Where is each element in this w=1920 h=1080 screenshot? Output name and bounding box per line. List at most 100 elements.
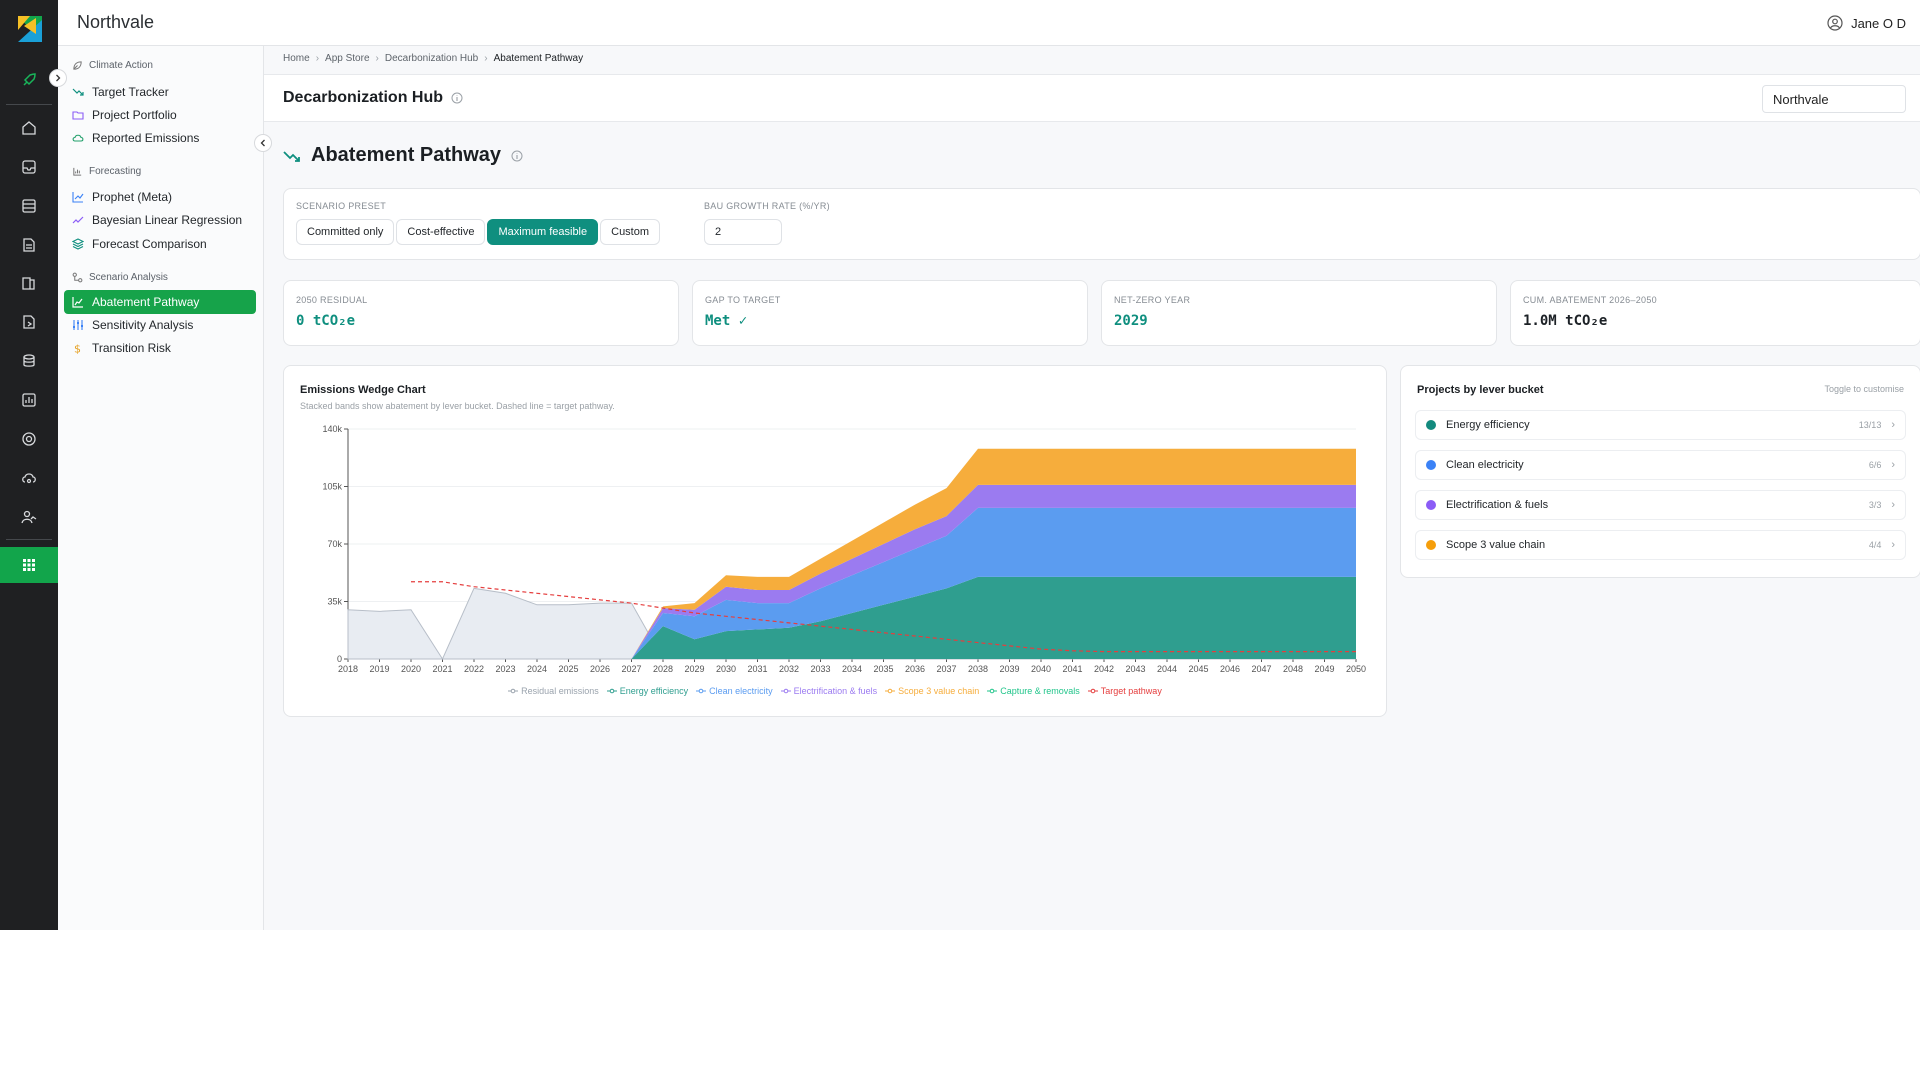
y-tick-label: 0 (337, 654, 342, 664)
x-tick-label: 2044 (1157, 664, 1177, 674)
legend-item[interactable]: Residual emissions (508, 686, 599, 696)
sidebar-item-abatement-pathway[interactable]: Abatement Pathway (64, 290, 256, 314)
bau-growth-input[interactable]: 2 (704, 219, 782, 245)
collapse-sidebar-button[interactable] (254, 134, 272, 152)
kpi-label: 2050 RESIDUAL (296, 295, 368, 305)
trend-down-icon (72, 88, 84, 96)
x-tick-label: 2020 (401, 664, 421, 674)
group-title-forecasting: Forecasting (72, 166, 141, 177)
legend-item[interactable]: Clean electricity (696, 686, 773, 696)
sidebar-item-sensitivity-analysis[interactable]: Sensitivity Analysis (64, 313, 256, 337)
trend-up-icon (72, 216, 84, 224)
breadcrumb-decarbonization-hub[interactable]: Decarbonization Hub (384, 53, 479, 64)
info-icon[interactable] (511, 150, 523, 162)
sidebar-item-forecast-comparison[interactable]: Forecast Comparison (64, 232, 256, 256)
breadcrumb-app-store[interactable]: App Store (325, 53, 370, 64)
legend-item[interactable]: Electrification & fuels (780, 686, 877, 696)
x-tick-label: 2028 (653, 664, 673, 674)
breadcrumb-current: Abatement Pathway (493, 53, 584, 64)
bau-growth-label: BAU GROWTH RATE (%/YR) (704, 201, 830, 211)
apps-grid-icon (23, 559, 35, 571)
x-tick-label: 2048 (1283, 664, 1303, 674)
cloud-icon (72, 134, 84, 142)
x-tick-label: 2040 (1031, 664, 1051, 674)
preset-maximum-feasible-button[interactable]: Maximum feasible (487, 219, 599, 245)
file-export-icon[interactable] (19, 312, 39, 332)
scenario-preset-group: Committed only Cost-effective Maximum fe… (296, 219, 662, 245)
y-tick-label: 70k (327, 539, 342, 549)
chevron-right-icon: › (1891, 419, 1895, 431)
x-tick-label: 2023 (495, 664, 515, 674)
legend-item[interactable]: Target pathway (1087, 686, 1162, 696)
x-tick-label: 2018 (338, 664, 358, 674)
x-tick-label: 2038 (968, 664, 988, 674)
project-row-energy-efficiency[interactable]: Energy efficiency 13/13 › (1415, 410, 1906, 440)
group-title-climate-action: Climate Action (72, 60, 153, 71)
sidebar-item-target-tracker[interactable]: Target Tracker (64, 80, 256, 104)
preset-custom-button[interactable]: Custom (600, 219, 661, 245)
x-tick-label: 2024 (527, 664, 547, 674)
home-icon[interactable] (19, 118, 39, 138)
legend-item[interactable]: Energy efficiency (606, 686, 688, 696)
inbox-icon[interactable] (19, 157, 39, 177)
x-tick-label: 2033 (810, 664, 830, 674)
line-chart-icon (72, 192, 84, 203)
project-row-electrification-fuels[interactable]: Electrification & fuels 3/3 › (1415, 490, 1906, 520)
app-logo-icon[interactable] (16, 14, 44, 44)
scenario-controls-card: SCENARIO PRESET Committed only Cost-effe… (283, 188, 1920, 260)
status-dot (1426, 500, 1436, 510)
status-dot (1426, 460, 1436, 470)
sidebar-item-reported-emissions[interactable]: Reported Emissions (64, 126, 256, 150)
scenario-preset-label: SCENARIO PRESET (296, 201, 387, 211)
user-activity-icon[interactable] (19, 507, 39, 527)
x-tick-label: 2034 (842, 664, 862, 674)
projects-by-lever-card: Projects by lever bucket Toggle to custo… (1400, 365, 1920, 578)
x-tick-label: 2022 (464, 664, 484, 674)
target-icon[interactable] (19, 429, 39, 449)
x-tick-label: 2047 (1251, 664, 1271, 674)
chevron-right-icon: › (1891, 539, 1895, 551)
organization-select[interactable]: Northvale (1762, 85, 1906, 113)
info-icon[interactable] (451, 92, 463, 104)
app-window: Northvale Jane O D Climate Action Target… (0, 0, 1920, 930)
chevron-right-icon: › (1891, 459, 1895, 471)
kpi-net-zero-year: NET-ZERO YEAR 2029 (1101, 280, 1497, 346)
series-scope-3-value-chain (631, 448, 1356, 659)
page-title: Abatement Pathway (283, 144, 523, 167)
sidebar-item-transition-risk[interactable]: $ Transition Risk (74, 341, 171, 355)
database-icon[interactable] (19, 351, 39, 371)
emissions-wedge-chart-card: Emissions Wedge Chart Stacked bands show… (283, 365, 1387, 717)
preset-cost-effective-button[interactable]: Cost-effective (396, 219, 486, 245)
kpi-label: CUM. ABATEMENT 2026–2050 (1523, 295, 1657, 305)
x-tick-label: 2039 (999, 664, 1019, 674)
project-row-scope3-value-chain[interactable]: Scope 3 value chain 4/4 › (1415, 530, 1906, 560)
breadcrumb-home[interactable]: Home (283, 53, 310, 64)
sidebar-item-project-portfolio[interactable]: Project Portfolio (64, 103, 256, 127)
sidebar-item-prophet[interactable]: Prophet (Meta) (64, 185, 256, 209)
apps-grid-button[interactable] (0, 547, 58, 583)
chart-title: Emissions Wedge Chart (300, 384, 426, 396)
sidebar-item-bayesian-regression[interactable]: Bayesian Linear Regression (64, 208, 256, 232)
legend-item[interactable]: Capture & removals (987, 686, 1080, 696)
projects-toggle-hint: Toggle to customise (1824, 384, 1904, 394)
x-tick-label: 2026 (590, 664, 610, 674)
status-dot (1426, 540, 1436, 550)
user-menu[interactable]: Jane O D (1827, 0, 1906, 46)
documents-icon[interactable] (19, 273, 39, 293)
legend-item[interactable]: Scope 3 value chain (885, 686, 979, 696)
x-tick-label: 2043 (1125, 664, 1145, 674)
ledger-icon[interactable] (19, 196, 39, 216)
document-icon[interactable] (19, 235, 39, 255)
cloud-settings-icon[interactable] (19, 468, 39, 488)
breadcrumb: Home › App Store › Decarbonization Hub ›… (283, 53, 584, 64)
project-row-clean-electricity[interactable]: Clean electricity 6/6 › (1415, 450, 1906, 480)
sliders-icon (73, 320, 83, 330)
series-clean-electricity (631, 507, 1356, 659)
rocket-icon[interactable] (19, 70, 39, 90)
brand-name: Northvale (77, 12, 155, 32)
expand-rail-button[interactable] (49, 69, 67, 87)
folder-icon (72, 111, 84, 120)
preset-committed-only-button[interactable]: Committed only (296, 219, 395, 245)
bar-chart-icon[interactable] (19, 390, 39, 410)
chevron-left-icon (260, 139, 265, 147)
